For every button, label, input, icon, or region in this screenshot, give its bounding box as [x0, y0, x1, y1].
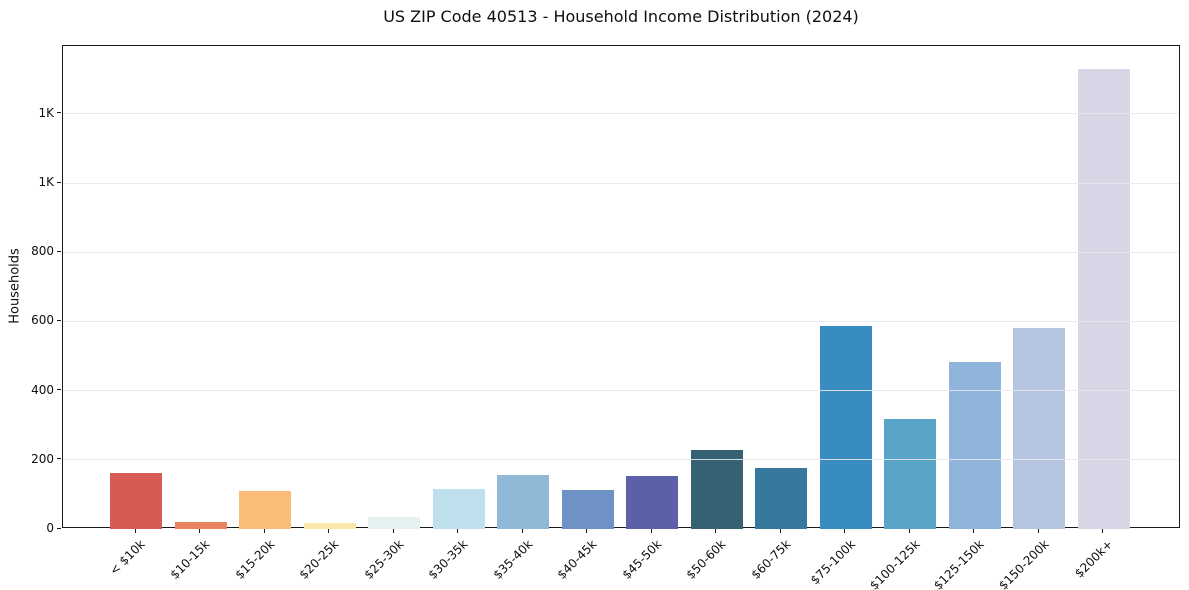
x-tick-mark [457, 528, 459, 533]
bar-2 [174, 521, 227, 529]
gridline-1000 [63, 182, 1179, 184]
bar-14 [948, 361, 1001, 529]
y-tick-label: 800 [31, 244, 54, 259]
bar-13 [884, 418, 937, 529]
y-tick-label: 200 [31, 451, 54, 466]
bar-10 [690, 450, 743, 529]
x-tick-label: $150-200k [995, 537, 1052, 590]
gridline-200 [63, 459, 1179, 461]
gridline-600 [63, 320, 1179, 322]
y-tick-label: 1K [38, 175, 54, 189]
x-tick-mark [844, 528, 846, 533]
x-tick-label: $20-25k [296, 537, 342, 582]
y-tick-mark [57, 389, 61, 391]
x-tick-mark [715, 528, 717, 533]
x-tick-label: $15-20k [232, 537, 277, 582]
y-tick-mark [57, 458, 61, 460]
x-tick-mark [263, 528, 265, 533]
chart-title: US ZIP Code 40513 - Household Income Dis… [383, 7, 859, 26]
x-tick-label: $10-15k [167, 537, 213, 582]
bar-1 [110, 472, 162, 529]
x-tick-label: $40-45k [554, 537, 600, 582]
x-tick-mark [650, 528, 652, 533]
x-tick-mark [392, 528, 394, 533]
x-tick-label: $60-75k [748, 537, 794, 582]
x-tick-mark [908, 528, 910, 533]
x-tick-label: $45-50k [619, 537, 665, 582]
bar-3 [239, 490, 292, 529]
x-tick-mark [199, 528, 201, 533]
plot-area [62, 45, 1180, 529]
x-tick-mark [973, 528, 975, 533]
bar-16 [1077, 69, 1130, 529]
y-tick-mark [57, 112, 61, 114]
x-tick-label: $25-30k [361, 537, 407, 582]
x-tick-label: $200k+ [1072, 537, 1116, 581]
y-tick-mark [57, 319, 61, 321]
bar-6 [432, 488, 485, 529]
x-tick-label: $30-35k [425, 537, 471, 582]
x-tick-mark [1037, 528, 1039, 533]
y-tick-mark [57, 181, 61, 183]
x-tick-mark [1102, 528, 1104, 533]
bar-8 [561, 490, 614, 529]
gridline-1200 [63, 113, 1179, 115]
x-tick-label: $35-40k [490, 537, 536, 582]
bar-11 [755, 468, 808, 529]
gridline-800 [63, 251, 1179, 253]
bar-5 [368, 516, 421, 529]
bar-9 [626, 475, 679, 529]
x-tick-label: $100-125k [866, 537, 923, 590]
x-tick-label: $50-60k [683, 537, 729, 582]
bar-12 [819, 326, 872, 529]
x-tick-mark [586, 528, 588, 533]
x-tick-mark [779, 528, 781, 533]
bar-15 [1013, 327, 1066, 529]
x-tick-mark [134, 528, 136, 533]
y-tick-mark [57, 527, 61, 529]
x-tick-label: < $10k [107, 537, 148, 578]
x-tick-mark [328, 528, 330, 533]
y-tick-mark [57, 250, 61, 252]
y-tick-label: 400 [31, 382, 54, 397]
bar-7 [497, 474, 550, 529]
x-tick-label: $125-150k [931, 537, 987, 590]
gridline-400 [63, 390, 1179, 392]
bar-4 [303, 522, 356, 529]
x-tick-label: $75-100k [807, 537, 858, 588]
y-tick-label: 1K [38, 105, 54, 120]
y-tick-label: 600 [31, 313, 54, 328]
x-tick-mark [521, 528, 523, 533]
y-tick-label: 0 [46, 521, 54, 535]
